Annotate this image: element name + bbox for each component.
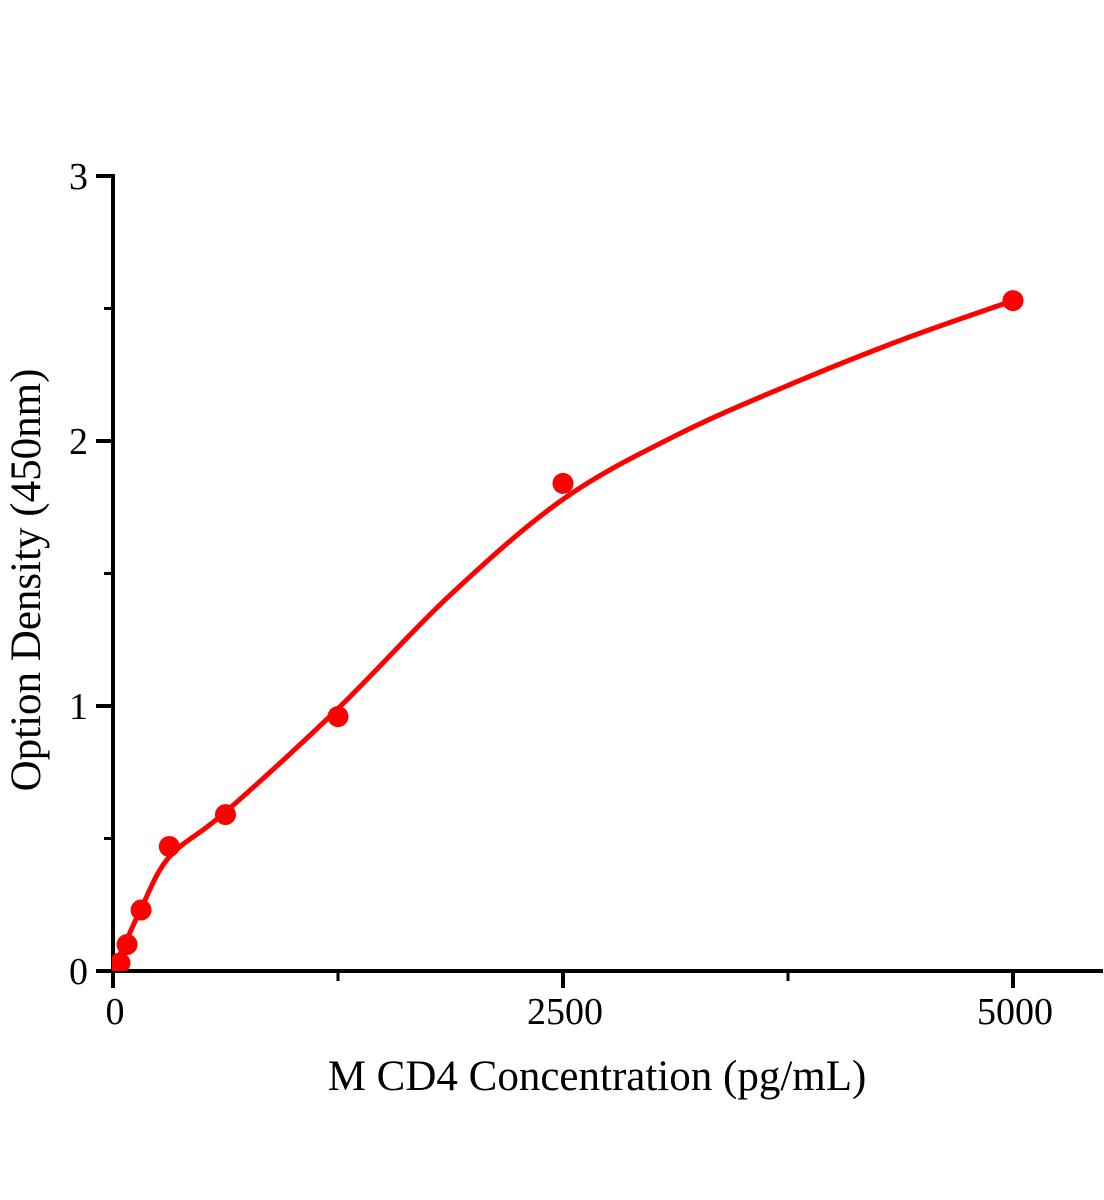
y-axis-title: Option Density (450nm) [3, 369, 50, 792]
data-point [130, 899, 152, 921]
data-point-series [112, 290, 1024, 971]
y-tick-label: 0 [69, 951, 88, 993]
x-tick-label: 5000 [977, 991, 1053, 1033]
x-axis-title: M CD4 Concentration (pg/mL) [328, 1053, 867, 1100]
x-tick-labels: 0 2500 5000 [106, 991, 1054, 1033]
data-point [158, 836, 180, 857]
fit-curve [112, 298, 1016, 971]
data-point [1002, 290, 1024, 312]
data-point [327, 706, 349, 728]
y-tick-marks [96, 174, 113, 973]
data-point [116, 934, 138, 955]
data-point [112, 952, 131, 971]
y-tick-label: 2 [69, 421, 88, 463]
x-tick-marks [111, 971, 1015, 988]
y-tick-labels: 0 1 2 3 [69, 156, 88, 993]
x-tick-label: 2500 [527, 991, 603, 1033]
y-tick-label: 3 [69, 156, 88, 198]
x-tick-label: 0 [106, 991, 125, 1033]
axes [111, 174, 1103, 973]
data-point [552, 472, 574, 494]
y-tick-label: 1 [69, 686, 88, 728]
data-point [215, 804, 236, 826]
